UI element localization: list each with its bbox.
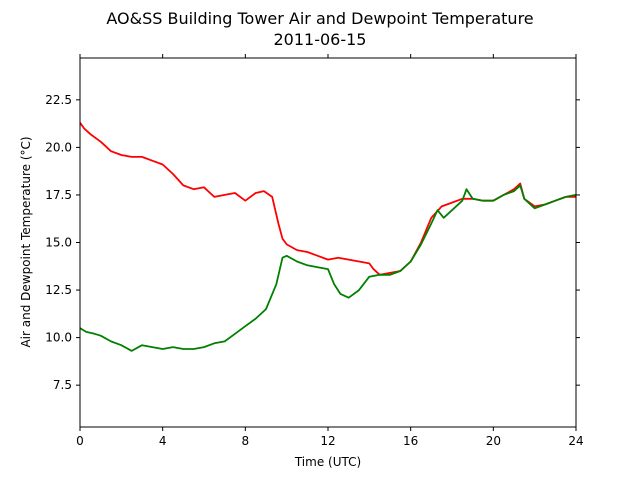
y-tick-label: 12.5 <box>45 283 72 297</box>
y-tick-label: 7.5 <box>53 378 72 392</box>
y-tick-label: 20.0 <box>45 140 72 154</box>
y-tick-label: 10.0 <box>45 331 72 345</box>
x-tick-label: 16 <box>403 434 418 448</box>
y-axis-label: Air and Dewpoint Temperature (°C) <box>19 136 33 347</box>
plot-area <box>80 58 576 427</box>
chart-subtitle: 2011-06-15 <box>274 30 367 49</box>
chart-title: AO&SS Building Tower Air and Dewpoint Te… <box>106 9 533 28</box>
x-axis-label: Time (UTC) <box>294 455 361 469</box>
x-tick-label: 12 <box>320 434 335 448</box>
x-tick-label: 4 <box>159 434 167 448</box>
y-tick-label: 17.5 <box>45 188 72 202</box>
y-tick-label: 15.0 <box>45 236 72 250</box>
x-tick-label: 0 <box>76 434 84 448</box>
y-tick-label: 22.5 <box>45 93 72 107</box>
series-layer <box>79 122 577 352</box>
x-tick-label: 24 <box>568 434 583 448</box>
series-line-2 <box>79 184 577 352</box>
x-axis: 0 4 8 12 16 20 24 <box>76 54 584 448</box>
y-axis: 7.5 10.0 12.5 15.0 17.5 20.0 22.5 <box>45 93 580 392</box>
x-tick-label: 8 <box>242 434 250 448</box>
x-tick-label: 20 <box>486 434 501 448</box>
